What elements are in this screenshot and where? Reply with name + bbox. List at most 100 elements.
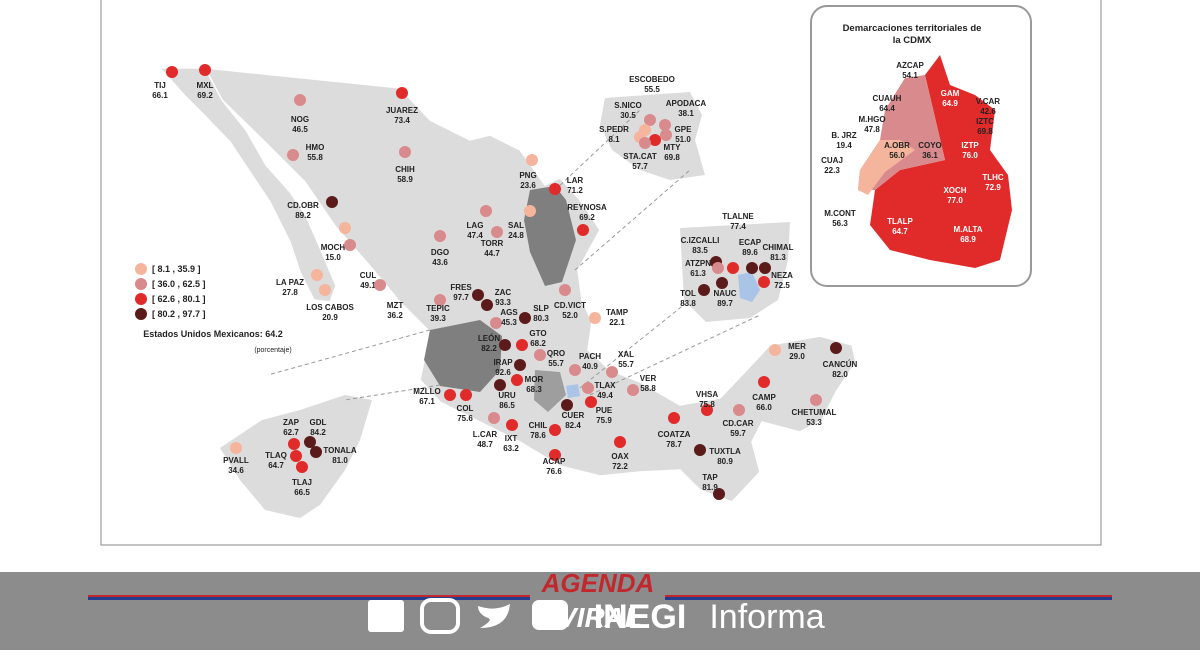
point-marker (639, 137, 651, 149)
point-value: 58.8 (640, 384, 656, 393)
point-name: CD.CAR (722, 419, 753, 428)
point-name: ATZPN (685, 259, 711, 268)
point-marker (606, 366, 618, 378)
point-value: 24.8 (508, 231, 524, 240)
point-value: 68.2 (530, 339, 546, 348)
point-name: ACAP (543, 457, 566, 466)
point-marker (488, 412, 500, 424)
area-name: CUAUH (873, 94, 902, 103)
point-name: MZLLO (413, 387, 441, 396)
point-value: 55.7 (548, 359, 564, 368)
point-name: PACH (579, 352, 601, 361)
point-value: 48.7 (477, 440, 493, 449)
point-value: 97.7 (453, 293, 469, 302)
point-name: TAMP (606, 308, 629, 317)
area-value: 72.9 (985, 183, 1001, 192)
legend-swatch (135, 308, 147, 320)
point-value: 89.7 (717, 299, 733, 308)
point-name: TOL (680, 289, 696, 298)
point-marker (716, 277, 728, 289)
point-name: IRAP (493, 358, 513, 367)
point-marker (494, 379, 506, 391)
area-value: 54.1 (902, 71, 918, 80)
point-value: 82.0 (832, 370, 848, 379)
point-value: 52.0 (562, 311, 578, 320)
point-name: CHIL (529, 421, 548, 430)
point-name: CD.OBR (287, 201, 319, 210)
point-marker (294, 94, 306, 106)
point-value: 38.1 (678, 109, 694, 118)
point-value: 82.2 (481, 344, 497, 353)
area-value: 64.9 (942, 99, 958, 108)
point-marker (290, 450, 302, 462)
point-marker (712, 262, 724, 274)
area-name: XOCH (943, 186, 966, 195)
area-name: GAM (941, 89, 960, 98)
point-name: GPE (675, 125, 693, 134)
facebook-icon[interactable] (368, 600, 404, 632)
point-value: 84.2 (310, 428, 326, 437)
point-value: 40.9 (582, 362, 598, 371)
point-marker (830, 342, 842, 354)
point-name: TLAX (595, 381, 617, 390)
youtube-icon[interactable] (532, 600, 568, 630)
point-marker (534, 349, 546, 361)
point-marker (660, 129, 672, 141)
point-name: ESCOBEDO (629, 75, 675, 84)
point-value: 93.3 (495, 298, 511, 307)
area-value: 22.3 (824, 166, 840, 175)
area-name: AZCAP (896, 61, 924, 70)
point-value: 27.8 (282, 288, 298, 297)
point-marker (516, 339, 528, 351)
point-marker (733, 404, 745, 416)
instagram-icon[interactable] (420, 598, 460, 634)
area-name: A.OBR (884, 141, 910, 150)
point-marker (344, 239, 356, 251)
cdmx-light (858, 140, 915, 195)
point-marker (746, 262, 758, 274)
point-name: IXT (505, 434, 518, 443)
point-value: 51.0 (675, 135, 691, 144)
area-name: B. JRZ (831, 131, 856, 140)
point-marker (549, 183, 561, 195)
inset-connectors (267, 109, 761, 401)
point-marker (287, 149, 299, 161)
point-marker (319, 284, 331, 296)
point-name: CD.VICT (554, 301, 586, 310)
point-name: TORR (481, 239, 504, 248)
point-name: JUAREZ (386, 106, 418, 115)
point-marker (627, 384, 639, 396)
point-marker (526, 154, 538, 166)
area-name: IZTC (976, 117, 994, 126)
point-name: LA PAZ (276, 278, 304, 287)
legend-label: [ 80.2 , 97.7 ] (152, 309, 206, 319)
point-name: CANCÚN (823, 360, 858, 369)
point-name: SLP (533, 304, 549, 313)
point-marker (480, 205, 492, 217)
cdmx-title: Demarcaciones territoriales de la CDMX (843, 23, 982, 46)
point-marker (490, 317, 502, 329)
point-name: TLAQ (265, 451, 287, 460)
point-value: 34.6 (228, 466, 244, 475)
point-marker (481, 299, 493, 311)
point-marker (374, 279, 386, 291)
point-marker (561, 399, 573, 411)
cdmx-labels: Demarcaciones territoriales de la CDMX AZC… (821, 23, 1004, 244)
point-name: L.CAR (473, 430, 498, 439)
twitter-icon[interactable] (478, 604, 510, 628)
point-name: CUER (562, 411, 585, 420)
point-name: TAP (702, 473, 718, 482)
point-marker (311, 269, 323, 281)
point-value: 71.2 (567, 186, 583, 195)
point-marker (614, 436, 626, 448)
point-name: MOR (525, 375, 544, 384)
point-value: 83.8 (680, 299, 696, 308)
point-marker (810, 394, 822, 406)
point-marker (399, 146, 411, 158)
point-value: 15.0 (325, 253, 341, 262)
point-marker (472, 289, 484, 301)
point-name: NAUC (713, 289, 736, 298)
point-marker (514, 359, 526, 371)
point-value: 66.0 (756, 403, 772, 412)
point-value: 78.6 (530, 431, 546, 440)
